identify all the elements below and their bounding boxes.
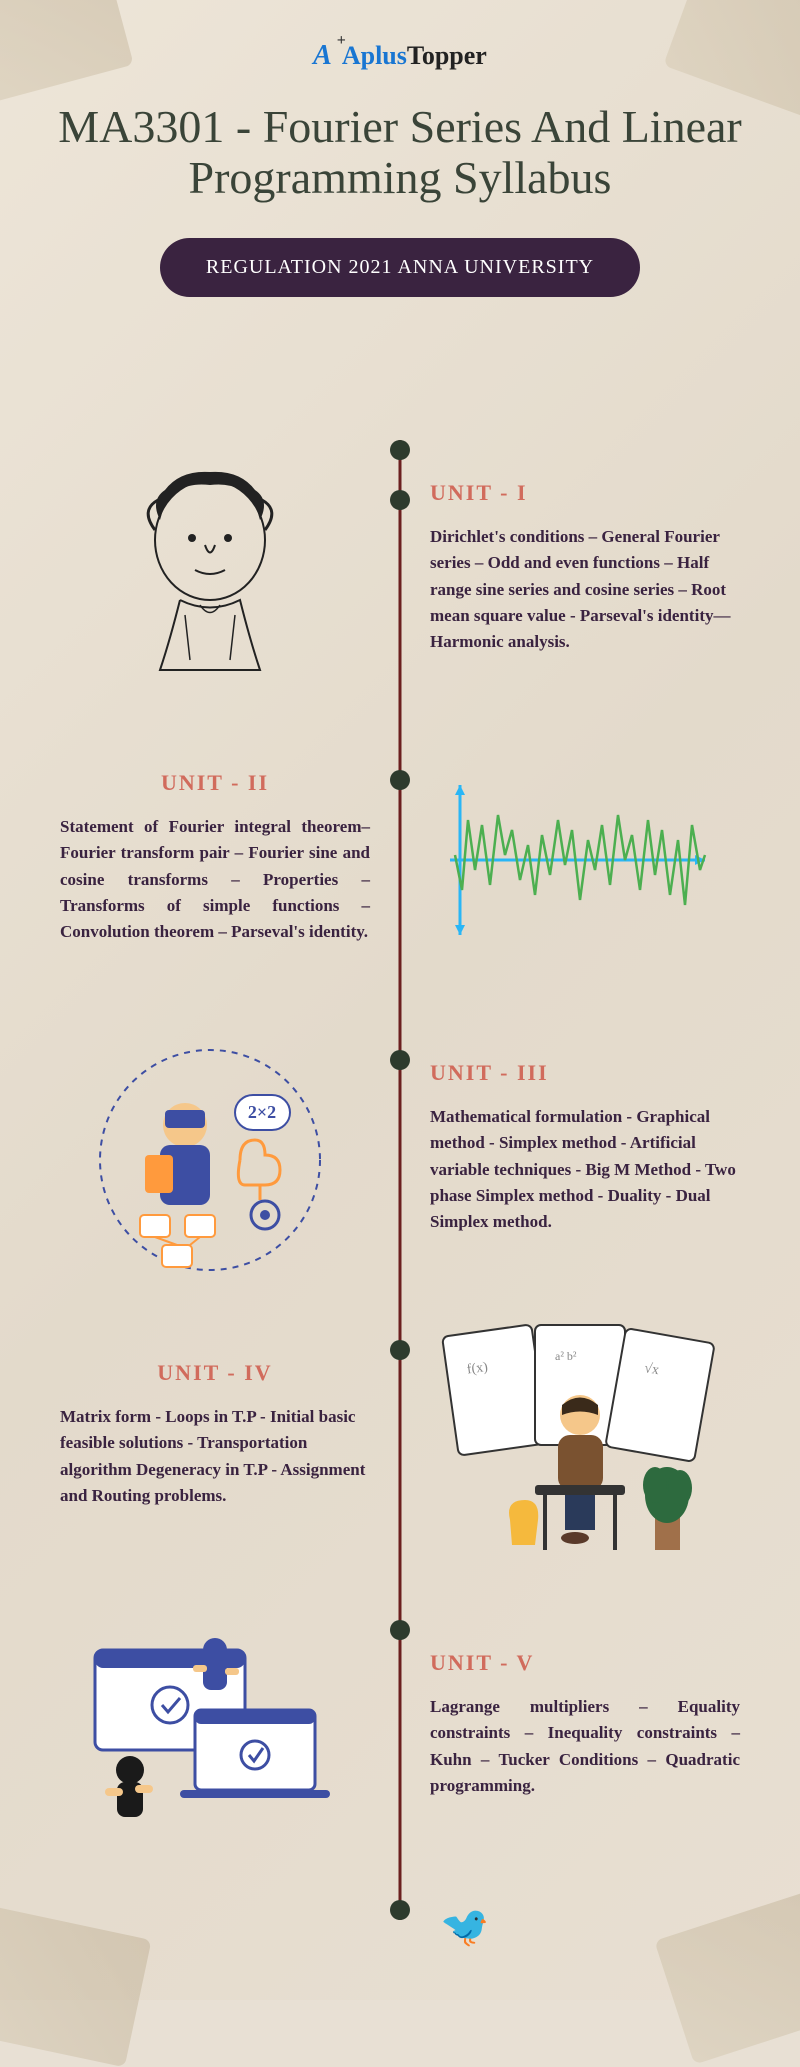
- timeline-dot: [390, 1050, 410, 1070]
- unit-body: Dirichlet's conditions – General Fourier…: [430, 524, 740, 656]
- unit-heading: UNIT - V: [430, 1650, 740, 1676]
- regulation-badge: REGULATION 2021 ANNA UNIVERSITY: [160, 238, 640, 297]
- thinker-illustration: 2×2: [70, 1040, 350, 1280]
- unit-body: Statement of Fourier integral theorem– F…: [60, 814, 370, 946]
- bird-icon: 🐦: [440, 1903, 490, 1950]
- portrait-illustration: [70, 460, 350, 680]
- unit-block: UNIT - II Statement of Fourier integral t…: [60, 770, 370, 946]
- unit-block: UNIT - V Lagrange multipliers – Equality …: [430, 1650, 740, 1799]
- unit-body: Mathematical formulation - Graphical met…: [430, 1104, 740, 1236]
- wave-illustration: [440, 780, 720, 940]
- timeline-dot: [390, 1620, 410, 1640]
- svg-text:f(x): f(x): [466, 1360, 489, 1378]
- timeline-dot: [390, 490, 410, 510]
- student-illustration: f(x) a² b² √x: [440, 1320, 720, 1560]
- unit-heading: UNIT - IV: [60, 1360, 370, 1386]
- timeline-line: [399, 440, 402, 1920]
- unit-block: UNIT - IV Matrix form - Loops in T.P - In…: [60, 1360, 370, 1509]
- unit-heading: UNIT - II: [60, 770, 370, 796]
- unit-heading: UNIT - III: [430, 1060, 740, 1086]
- logo-mark: A: [313, 40, 332, 72]
- unit-body: Matrix form - Loops in T.P - Initial bas…: [60, 1404, 370, 1509]
- timeline-dot: [390, 770, 410, 790]
- logo: A AplusTopper: [0, 0, 800, 72]
- unit-block: UNIT - I Dirichlet's conditions – General…: [430, 480, 740, 656]
- devices-illustration: [70, 1620, 350, 1840]
- timeline-dot: [390, 440, 410, 460]
- svg-text:√x: √x: [643, 1361, 660, 1378]
- timeline-dot: [390, 1340, 410, 1360]
- timeline-dot: [390, 1900, 410, 1920]
- svg-text:a² b²: a² b²: [555, 1349, 577, 1363]
- svg-text:2×2: 2×2: [248, 1102, 276, 1122]
- page-title: MA3301 - Fourier Series And Linear Progr…: [0, 102, 800, 203]
- logo-text: AplusTopper: [342, 41, 487, 71]
- unit-body: Lagrange multipliers – Equality constrai…: [430, 1694, 740, 1799]
- unit-heading: UNIT - I: [430, 480, 740, 506]
- unit-block: UNIT - III Mathematical formulation - Gra…: [430, 1060, 740, 1236]
